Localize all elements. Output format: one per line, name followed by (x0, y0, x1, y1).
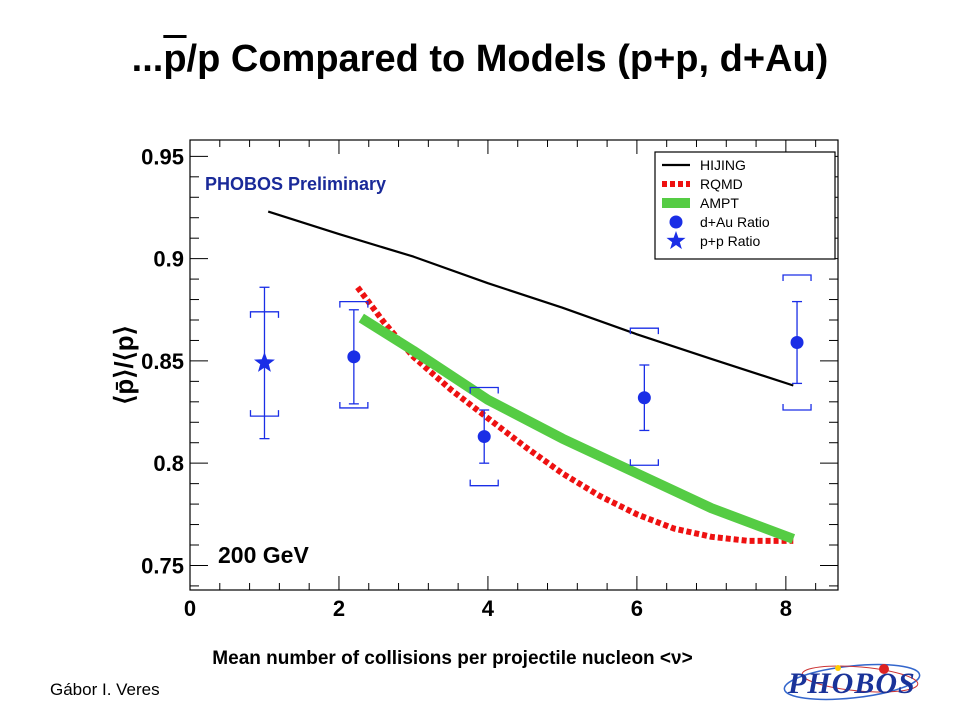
legend-ampt-label: AMPT (700, 195, 739, 211)
d-au-ratio-systematic-bracket (339, 300, 369, 308)
legend-hijing-label: HIJING (700, 157, 746, 173)
d-au-ratio-point (637, 391, 651, 405)
y-tick-label: 0.75 (141, 553, 184, 578)
p-p-ratio-point (254, 352, 275, 372)
d-au-ratio-point (790, 336, 804, 349)
annotation-preliminary: PHOBOS Preliminary (205, 174, 386, 194)
hijing-curve (267, 210, 794, 387)
legend-d-au-ratio-swatch (669, 215, 683, 229)
y-tick-label: 0.85 (141, 349, 184, 374)
y-tick-label: 0.9 (153, 247, 184, 272)
annotation-energy: 200 GeV (218, 542, 309, 568)
ampt-curve (358, 313, 796, 544)
legend-p-p-ratio-label: p+p Ratio (700, 233, 761, 249)
x-axis-label: Mean number of collisions per projectile… (212, 648, 693, 669)
legend-p-p-ratio-swatch (666, 231, 686, 250)
legend-d-au-ratio-label: d+Au Ratio (700, 214, 770, 230)
x-tick-label: 4 (482, 596, 495, 621)
phobos-logo: PHOBOS (783, 663, 921, 701)
x-tick-label: 6 (631, 596, 643, 621)
x-tick-label: 8 (780, 596, 792, 621)
d-au-ratio-systematic-bracket (469, 479, 499, 487)
d-au-ratio-systematic-bracket (339, 401, 369, 409)
d-au-ratio-systematic-bracket (629, 459, 659, 466)
p-p-ratio-systematic-bracket (249, 410, 280, 417)
legend: HIJING RQMD AMPT d+Au Ratio p+p Ratio (654, 151, 836, 260)
p-p-ratio-systematic-bracket (249, 311, 280, 318)
slide-title: ...p/p Compared to Models (p+p, d+Au) (131, 38, 829, 80)
x-tick-label: 2 (333, 596, 345, 621)
author-name: Gábor I. Veres (50, 680, 160, 699)
d-au-ratio-systematic-bracket (629, 327, 659, 335)
d-au-ratio-systematic-bracket (782, 404, 812, 411)
d-au-ratio-systematic-bracket (469, 386, 499, 394)
legend-rqmd-label: RQMD (700, 176, 743, 192)
d-au-ratio-point (477, 430, 491, 444)
y-tick-label: 0.95 (141, 144, 184, 169)
x-tick-label: 0 (184, 596, 196, 621)
logo-text: PHOBOS (787, 667, 916, 700)
d-au-ratio-systematic-bracket (782, 274, 812, 281)
y-tick-label: 0.8 (153, 451, 184, 476)
rqmd-curve (355, 285, 794, 544)
title-pbar: p (163, 38, 187, 80)
y-axis-label: ⟨p̄⟩/⟨p⟩ (109, 325, 139, 405)
d-au-ratio-point (347, 350, 361, 364)
